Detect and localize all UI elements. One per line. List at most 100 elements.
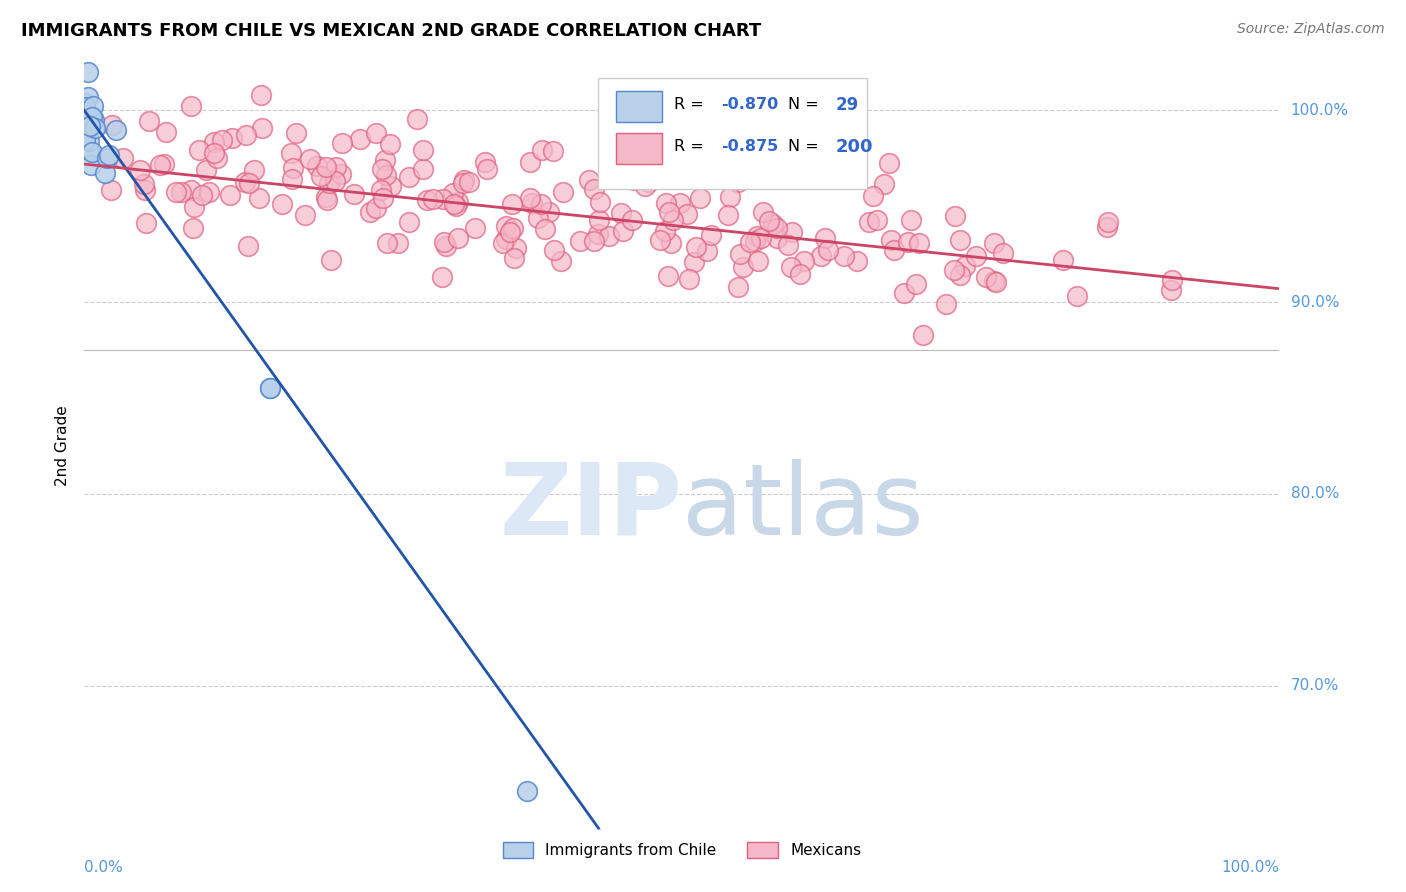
Point xyxy=(758,214,780,228)
Point xyxy=(453,173,475,187)
Point xyxy=(568,234,591,248)
Point xyxy=(503,252,526,266)
Point xyxy=(1161,273,1184,287)
Legend: Immigrants from Chile, Mexicans: Immigrants from Chile, Mexicans xyxy=(496,836,868,864)
Point xyxy=(1097,215,1119,229)
Point xyxy=(495,219,517,233)
Point xyxy=(1052,252,1074,267)
Point xyxy=(318,176,340,190)
Text: 29: 29 xyxy=(837,95,859,113)
Point xyxy=(406,112,429,127)
Point xyxy=(810,249,832,263)
Point xyxy=(984,275,1007,289)
Point xyxy=(165,185,187,199)
Text: 70.0%: 70.0% xyxy=(1291,678,1339,693)
Point xyxy=(80,145,103,159)
Point xyxy=(883,243,905,257)
Bar xyxy=(616,91,662,121)
Point xyxy=(371,191,394,205)
Point xyxy=(221,131,243,145)
Point xyxy=(900,212,922,227)
FancyBboxPatch shape xyxy=(599,78,868,189)
Point xyxy=(534,222,557,236)
Point xyxy=(398,169,420,184)
Point xyxy=(247,191,270,205)
Point xyxy=(416,194,439,208)
Point xyxy=(100,118,122,132)
Point xyxy=(942,263,965,277)
Point xyxy=(776,238,799,252)
Point xyxy=(202,146,225,161)
Point xyxy=(441,186,464,201)
Point xyxy=(676,207,699,221)
Point xyxy=(495,232,517,246)
Point xyxy=(252,121,274,136)
Point xyxy=(129,163,152,178)
Point xyxy=(188,144,211,158)
Point xyxy=(211,133,233,147)
Text: 0.0%: 0.0% xyxy=(84,860,124,875)
Point xyxy=(745,228,768,243)
Point xyxy=(623,173,645,187)
Point xyxy=(380,179,402,194)
Point xyxy=(550,254,572,268)
Point xyxy=(769,166,792,180)
Point xyxy=(761,217,783,231)
Point xyxy=(180,99,202,113)
Point xyxy=(294,208,316,222)
Point xyxy=(678,272,700,286)
Point xyxy=(464,221,486,235)
Point xyxy=(718,190,741,204)
Point xyxy=(474,154,496,169)
Point xyxy=(749,231,772,245)
Point xyxy=(94,166,117,180)
Point xyxy=(374,168,396,182)
Point xyxy=(299,152,322,166)
Point xyxy=(780,225,803,239)
Text: IMMIGRANTS FROM CHILE VS MEXICAN 2ND GRADE CORRELATION CHART: IMMIGRANTS FROM CHILE VS MEXICAN 2ND GRA… xyxy=(21,22,761,40)
Point xyxy=(880,233,903,247)
Point xyxy=(204,135,226,149)
Point xyxy=(238,176,260,190)
Point xyxy=(359,205,381,219)
Point xyxy=(307,159,329,173)
Text: -0.870: -0.870 xyxy=(721,97,779,112)
Point xyxy=(728,246,751,260)
Point xyxy=(612,224,634,238)
Point xyxy=(259,381,281,395)
Point xyxy=(683,255,706,269)
Point xyxy=(578,173,600,187)
Point xyxy=(949,268,972,282)
Point xyxy=(422,193,444,207)
Point xyxy=(364,126,387,140)
Point xyxy=(655,195,678,210)
Point xyxy=(77,90,100,104)
Point xyxy=(505,241,527,255)
Point xyxy=(309,169,332,183)
Point xyxy=(530,197,553,211)
Point xyxy=(766,230,789,244)
Point xyxy=(659,163,682,178)
Point xyxy=(1095,220,1118,235)
Point xyxy=(155,125,177,139)
Point xyxy=(598,228,620,243)
Point xyxy=(935,297,957,311)
Point xyxy=(433,235,456,249)
Point xyxy=(498,225,520,239)
Point xyxy=(650,233,672,247)
Point xyxy=(893,285,915,300)
Point xyxy=(75,95,97,110)
Point xyxy=(657,269,679,284)
Point xyxy=(281,172,304,186)
Point xyxy=(905,277,928,292)
Point xyxy=(974,270,997,285)
Point xyxy=(588,227,610,242)
Point xyxy=(543,243,565,257)
Point xyxy=(731,260,754,275)
Point xyxy=(205,151,228,165)
Point xyxy=(953,259,976,273)
Point xyxy=(858,214,880,228)
Point xyxy=(412,143,434,157)
Point xyxy=(434,239,457,253)
Point xyxy=(280,146,302,161)
